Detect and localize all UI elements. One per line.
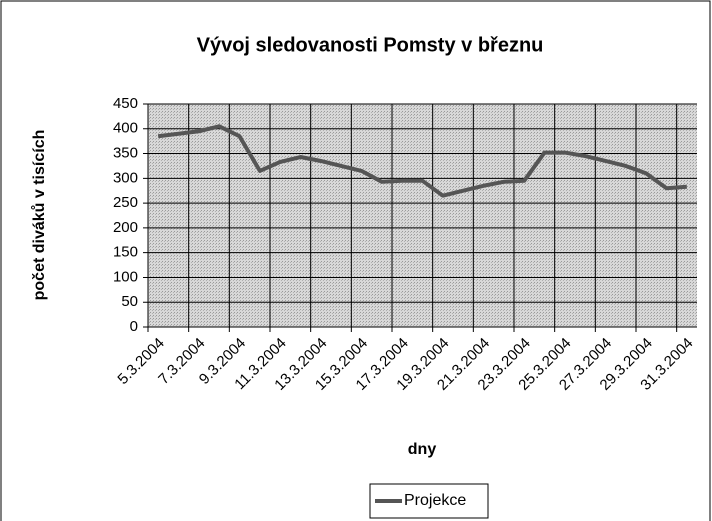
y-tick-label: 350	[113, 145, 138, 162]
y-tick-label: 300	[113, 169, 138, 186]
y-tick-label: 400	[113, 120, 138, 137]
y-tick-label: 200	[113, 219, 138, 236]
plot-area	[148, 104, 697, 327]
y-axis-label: počet diváků v tisících	[31, 130, 48, 301]
y-tick-label: 450	[113, 95, 138, 112]
y-tick-label: 0	[130, 318, 138, 335]
y-tick-label: 250	[113, 194, 138, 211]
y-tick-label: 50	[121, 293, 138, 310]
y-tick-label: 100	[113, 268, 138, 285]
series-line	[157, 124, 687, 198]
chart-title: Vývoj sledovanosti Pomsty v březnu	[197, 34, 544, 56]
legend-label: Projekce	[404, 492, 466, 509]
y-tick-label: 150	[113, 244, 138, 261]
x-axis-label: dny	[408, 441, 437, 458]
